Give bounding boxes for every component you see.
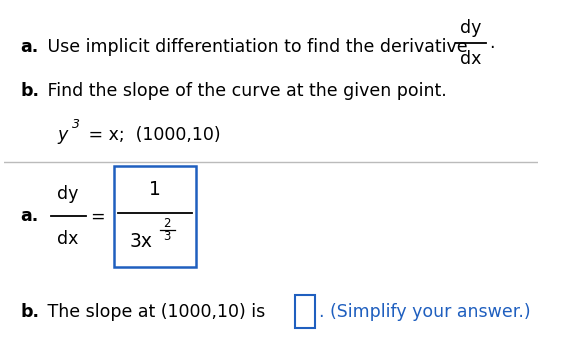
Text: dx: dx	[57, 230, 79, 247]
Text: dy: dy	[460, 19, 482, 37]
Text: 3x: 3x	[130, 232, 153, 252]
Text: a.: a.	[20, 207, 38, 226]
Text: . (Simplify your answer.): . (Simplify your answer.)	[319, 302, 531, 321]
Text: 1: 1	[149, 181, 161, 199]
Text: Use implicit differentiation to find the derivative: Use implicit differentiation to find the…	[42, 38, 472, 56]
Text: a.: a.	[20, 38, 38, 56]
Text: Find the slope of the curve at the given point.: Find the slope of the curve at the given…	[42, 82, 446, 100]
Text: = x;  (1000,10): = x; (1000,10)	[83, 126, 221, 144]
Text: y: y	[58, 126, 67, 144]
Text: dx: dx	[460, 49, 482, 68]
Text: 3: 3	[73, 118, 81, 130]
Text: The slope at (1000,10) is: The slope at (1000,10) is	[42, 302, 265, 321]
Text: .: .	[490, 33, 495, 52]
Text: =: =	[90, 207, 105, 226]
FancyBboxPatch shape	[113, 166, 196, 267]
Text: dy: dy	[57, 185, 79, 203]
Text: 3: 3	[164, 230, 171, 243]
FancyBboxPatch shape	[295, 295, 315, 328]
Text: 2: 2	[164, 217, 171, 230]
Text: b.: b.	[20, 82, 39, 100]
Text: b.: b.	[20, 302, 39, 321]
